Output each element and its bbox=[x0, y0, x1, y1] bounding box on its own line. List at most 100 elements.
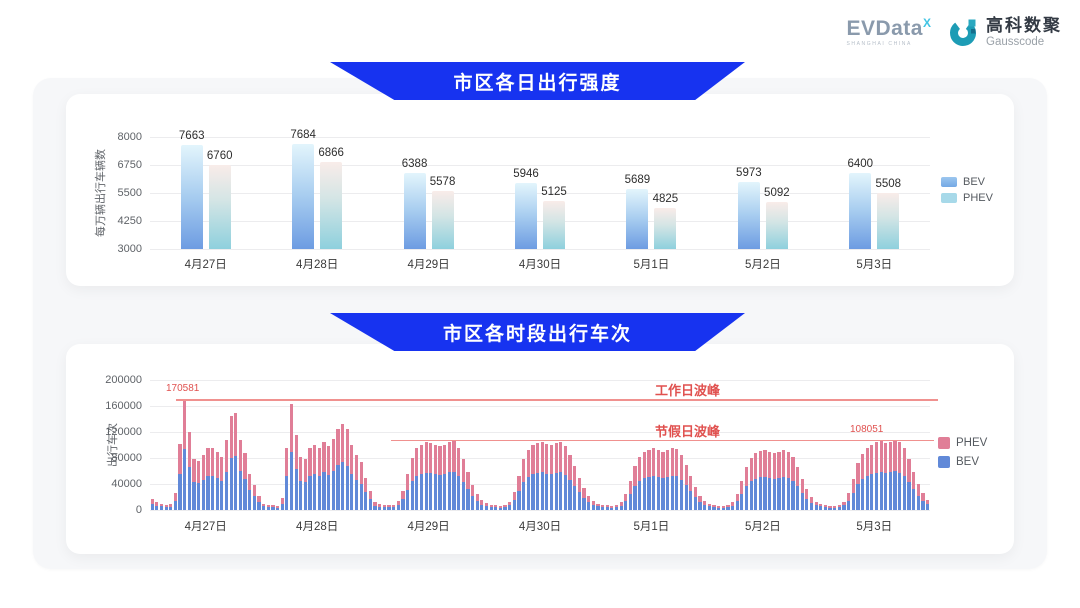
phev-bar-segment bbox=[285, 448, 289, 477]
gausscode-logo: 高科数聚 Gausscode bbox=[947, 16, 1062, 49]
phev-bar-segment bbox=[730, 502, 735, 506]
bev-bar-segment bbox=[415, 476, 419, 510]
bev-bar-segment bbox=[596, 506, 600, 510]
x-tick-label: 4月30日 bbox=[518, 259, 562, 271]
bev-bar-segment bbox=[693, 497, 697, 510]
bev-bar-segment bbox=[726, 507, 730, 510]
x-tick-label: 4月29日 bbox=[407, 259, 450, 271]
bev-bar-segment bbox=[591, 505, 595, 510]
phev-bar-segment bbox=[299, 456, 303, 481]
bev-bar-segment bbox=[271, 507, 275, 510]
bev-bar-segment bbox=[675, 476, 679, 510]
bev-bar-segment bbox=[744, 486, 749, 510]
y-tick-label: 80000 bbox=[111, 452, 142, 464]
legend-item-bev[interactable]: BEV bbox=[941, 176, 993, 188]
phev-legend-swatch bbox=[938, 437, 950, 449]
hourly-chart-legend: PHEV BEV bbox=[938, 437, 987, 475]
bev-bar-segment bbox=[183, 449, 187, 510]
phev-bar bbox=[320, 162, 343, 249]
phev-bar-segment bbox=[419, 445, 424, 475]
x-tick-label: 5月3日 bbox=[856, 259, 893, 271]
x-tick-label: 5月2日 bbox=[744, 521, 781, 533]
phev-bar bbox=[431, 191, 454, 249]
bev-bar-segment bbox=[661, 477, 665, 510]
bev-bar-segment bbox=[508, 505, 512, 510]
grid-line bbox=[150, 432, 930, 433]
phev-bar-segment bbox=[684, 464, 688, 485]
bev-bar-segment bbox=[730, 505, 735, 510]
bev-bar-segment bbox=[605, 507, 609, 510]
bev-bar-segment bbox=[628, 493, 632, 510]
bev-bar-segment bbox=[201, 479, 205, 510]
phev-bar-segment bbox=[159, 503, 164, 507]
bev-bar-segment bbox=[795, 486, 800, 510]
bev-bar-segment bbox=[758, 477, 762, 510]
bev-bar-segment bbox=[851, 492, 855, 510]
grid-line bbox=[150, 137, 930, 138]
phev-bar-segment bbox=[317, 447, 321, 476]
phev-bar-segment bbox=[605, 505, 609, 508]
phev-bar-segment bbox=[638, 456, 642, 481]
bev-bar-segment bbox=[410, 481, 414, 510]
phev-bar-segment bbox=[554, 443, 558, 474]
phev-bar-segment bbox=[238, 439, 242, 472]
bev-bar-segment bbox=[638, 480, 642, 510]
phev-bar-segment bbox=[656, 450, 660, 478]
legend-item-phev[interactable]: PHEV bbox=[938, 437, 987, 449]
phev-bar-segment bbox=[447, 441, 451, 473]
legend-item-phev[interactable]: PHEV bbox=[941, 192, 993, 204]
phev-bar-segment bbox=[851, 478, 855, 493]
bev-bar-segment bbox=[187, 467, 191, 510]
bev-bar-segment bbox=[150, 503, 154, 510]
phev-bar-segment bbox=[340, 423, 345, 463]
bev-bar-segment bbox=[717, 507, 721, 510]
phev-bar bbox=[765, 202, 788, 249]
phev-bar-segment bbox=[322, 441, 326, 473]
header-logos: EVDataX SHANGHAI CHINA 高科数聚 Gausscode bbox=[846, 16, 1062, 49]
phev-bar-segment bbox=[466, 472, 470, 490]
bev-bar-segment bbox=[294, 468, 298, 510]
bev-bar-segment bbox=[224, 471, 229, 510]
phev-bar-segment bbox=[744, 467, 749, 487]
grid-line bbox=[150, 380, 930, 381]
phev-bar-segment bbox=[772, 452, 776, 479]
bev-bar-segment bbox=[257, 502, 261, 510]
bev-bar-segment bbox=[396, 505, 400, 510]
phev-bar-segment bbox=[187, 432, 191, 468]
phev-bar-segment bbox=[354, 454, 359, 480]
phev-bar-segment bbox=[248, 473, 252, 490]
bev-bar-segment bbox=[192, 482, 196, 510]
bev-bar-segment bbox=[670, 476, 674, 510]
legend-item-bev[interactable]: BEV bbox=[938, 456, 987, 468]
bev-bar-segment bbox=[299, 480, 303, 510]
phev-bar-segment bbox=[271, 505, 275, 508]
bev-bar-segment bbox=[633, 485, 637, 510]
bev-bar-segment bbox=[248, 489, 252, 510]
phev-bar-segment bbox=[559, 441, 563, 473]
phev-bar-segment bbox=[410, 458, 414, 482]
phev-bar-segment bbox=[433, 445, 437, 475]
bev-bar-segment bbox=[327, 474, 331, 510]
bev-bar-segment bbox=[754, 478, 758, 510]
phev-bar-segment bbox=[925, 499, 930, 505]
phev-bar-segment bbox=[847, 493, 851, 501]
phev-bar-segment bbox=[401, 490, 405, 500]
phev-bar-segment bbox=[884, 443, 888, 474]
phev-bar-segment bbox=[345, 429, 349, 466]
phev-bar-segment bbox=[819, 503, 823, 507]
holiday-peak-line bbox=[391, 439, 934, 442]
bev-bar-segment bbox=[925, 504, 930, 510]
phev-bar-segment bbox=[768, 451, 772, 478]
bev-bar-segment bbox=[898, 472, 902, 510]
bev-bar-segment bbox=[336, 465, 340, 510]
phev-bar-segment bbox=[865, 448, 869, 477]
bev-bar-segment bbox=[452, 471, 456, 510]
phev-bar-segment bbox=[220, 456, 224, 481]
bev-bar-segment bbox=[262, 506, 266, 510]
phev-bar-segment bbox=[452, 440, 456, 472]
phev-bar-segment bbox=[661, 451, 665, 478]
phev-bar-segment bbox=[540, 441, 544, 473]
bev-bar-segment bbox=[164, 507, 168, 510]
phev-bar-segment bbox=[252, 485, 256, 497]
bev-bar-segment bbox=[229, 458, 233, 510]
